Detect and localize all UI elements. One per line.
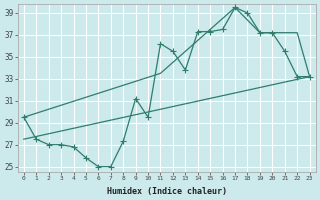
X-axis label: Humidex (Indice chaleur): Humidex (Indice chaleur) [107,187,227,196]
